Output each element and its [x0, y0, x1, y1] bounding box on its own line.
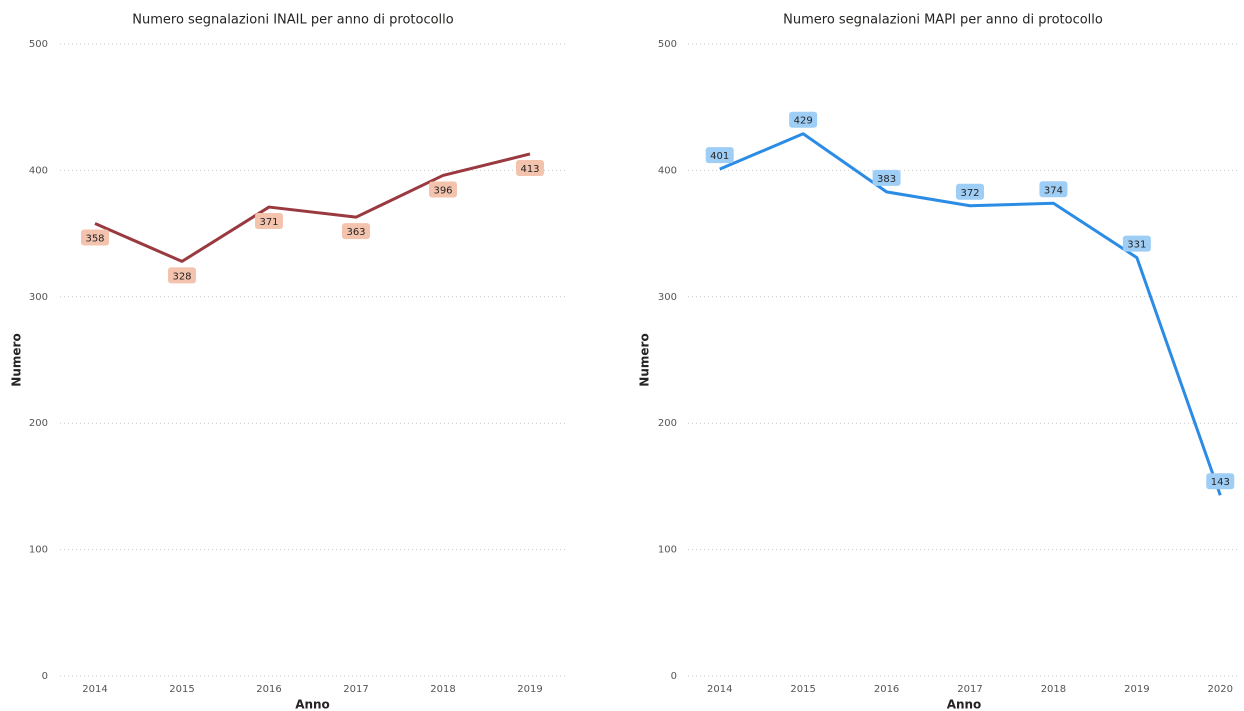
x-axis-title: Anno [947, 698, 982, 711]
data-label-box [516, 159, 544, 176]
y-tick-label: 200 [658, 418, 677, 429]
x-tick-label: 2014 [707, 684, 732, 695]
data-label: 383 [877, 174, 896, 185]
data-label: 358 [85, 233, 104, 244]
y-tick-label: 300 [29, 292, 48, 303]
data-label: 331 [1127, 240, 1146, 251]
x-tick-label: 2018 [430, 684, 455, 695]
y-tick-label: 0 [42, 671, 48, 682]
data-label-box [789, 111, 818, 128]
data-label: 413 [520, 164, 539, 175]
data-label: 401 [710, 151, 729, 162]
data-label-box [342, 223, 370, 240]
data-label: 372 [960, 188, 979, 199]
x-tick-label: 2014 [82, 684, 107, 695]
y-tick-label: 300 [658, 292, 677, 303]
x-tick-label: 2019 [517, 684, 542, 695]
x-tick-label: 2019 [1124, 684, 1149, 695]
y-tick-label: 0 [671, 671, 677, 682]
line-series [719, 132, 1222, 496]
data-label: 371 [259, 217, 278, 228]
y-tick-label: 500 [29, 39, 48, 50]
y-axis-title: Numero [638, 333, 652, 386]
data-label: 328 [172, 271, 191, 282]
y-axis-title: Numero [10, 333, 24, 386]
data-label: 429 [794, 116, 813, 127]
data-label-box [81, 229, 109, 246]
y-tick-label: 200 [29, 418, 48, 429]
data-label-box [956, 183, 984, 200]
y-tick-label: 100 [29, 545, 48, 556]
data-label-box [872, 169, 901, 186]
x-tick-label: 2015 [169, 684, 194, 695]
x-tick-label: 2020 [1208, 684, 1233, 695]
data-label-box [255, 213, 283, 230]
x-tick-label: 2017 [343, 684, 368, 695]
data-label-box [1206, 473, 1235, 490]
data-label: 396 [433, 185, 452, 196]
data-label: 363 [346, 227, 365, 238]
y-tick-label: 400 [29, 165, 48, 176]
x-tick-label: 2016 [874, 684, 899, 695]
data-label-box [705, 147, 734, 164]
data-label-box [1122, 235, 1151, 252]
data-label: 374 [1044, 185, 1063, 196]
chart-title: Numero segnalazioni INAIL per anno di pr… [132, 13, 454, 28]
x-tick-label: 2017 [957, 684, 982, 695]
x-tick-label: 2015 [790, 684, 815, 695]
data-label: 143 [1211, 477, 1230, 488]
x-tick-label: 2016 [256, 684, 281, 695]
data-label-box [1039, 181, 1068, 198]
y-tick-label: 500 [658, 39, 677, 50]
data-label-box [429, 181, 457, 198]
chart-title: Numero segnalazioni MAPI per anno di pro… [783, 13, 1103, 28]
line-series [94, 152, 531, 263]
data-label-box [168, 267, 196, 284]
x-tick-label: 2018 [1041, 684, 1066, 695]
y-tick-label: 400 [658, 165, 677, 176]
x-axis-title: Anno [295, 698, 330, 711]
y-tick-label: 100 [658, 545, 677, 556]
